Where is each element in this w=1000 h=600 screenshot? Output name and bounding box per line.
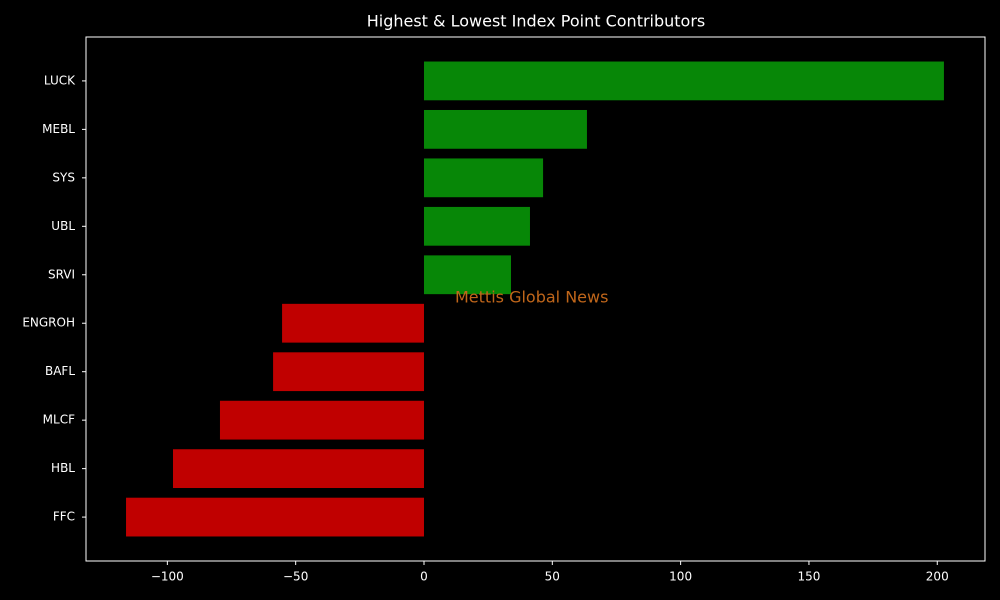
x-tick-label: 0 [420,570,428,584]
y-tick-label: LUCK [44,73,76,87]
y-tick-label: BAFL [45,364,75,378]
bar [173,449,424,489]
bar [423,206,530,246]
y-tick-label: ENGROH [22,316,75,330]
x-tick-label: 50 [545,570,560,584]
bar [423,109,587,149]
y-tick-label: HBL [51,461,75,475]
bar [423,61,944,101]
y-tick-label: UBL [51,219,75,233]
y-tick-label: SYS [52,170,75,184]
watermark: Mettis Global News [455,288,608,307]
bar [219,400,424,440]
y-tick-label: MLCF [43,413,75,427]
bar [423,158,544,198]
plot-frame [85,36,986,562]
chart-title: Highest & Lowest Index Point Contributor… [367,12,706,31]
x-tick-label: 150 [797,570,820,584]
bar [423,255,511,295]
y-tick-label: FFC [53,510,75,524]
y-tick-label: MEBL [42,122,75,136]
bar [282,303,424,343]
bar [273,352,424,392]
x-tick-label: −50 [283,570,308,584]
y-tick-label: SRVI [48,267,75,281]
x-tick-label: 100 [669,570,692,584]
bar [126,497,424,537]
x-tick-label: 200 [926,570,949,584]
x-tick-label: −100 [151,570,184,584]
